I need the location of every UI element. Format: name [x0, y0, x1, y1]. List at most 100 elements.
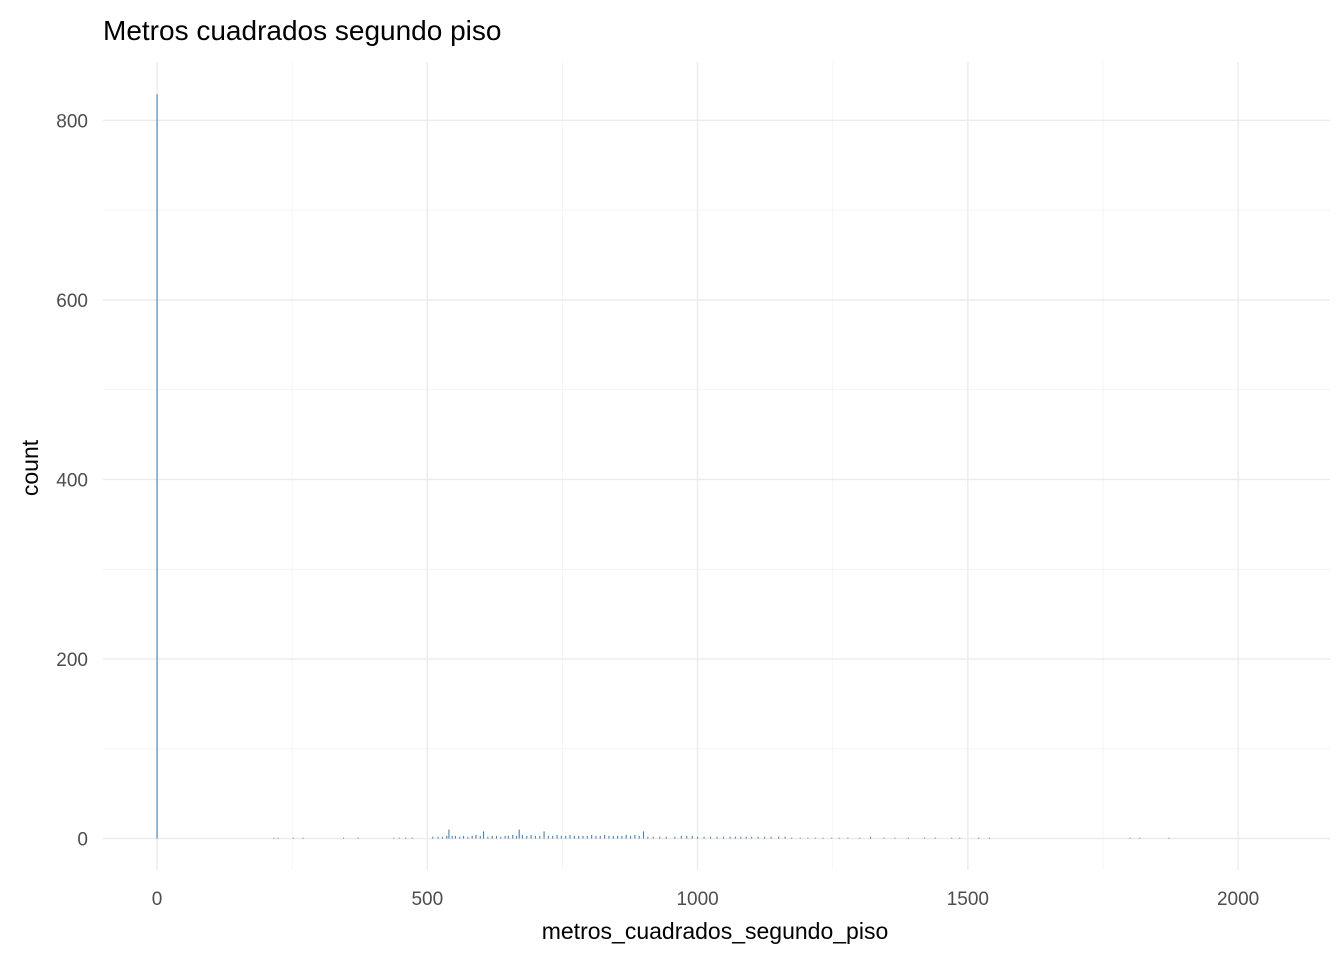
histogram-bar: [665, 836, 667, 839]
histogram-bar: [1129, 837, 1131, 839]
histogram-bar: [814, 837, 816, 839]
minor-gridlines: [103, 62, 1330, 870]
histogram-bar: [907, 837, 909, 839]
histogram-bar: [729, 836, 731, 839]
x-tick-label: 1500: [947, 889, 989, 910]
histogram-bar: [638, 835, 640, 839]
histogram-bar: [454, 835, 456, 839]
histogram-bar: [791, 837, 793, 839]
histogram-bar: [807, 837, 809, 839]
histogram-bar: [512, 834, 514, 839]
histogram-bar: [515, 835, 518, 839]
histogram-bar: [273, 837, 275, 839]
histogram-bar: [569, 834, 571, 839]
histogram-bar: [487, 836, 489, 839]
histogram-bar: [411, 837, 413, 839]
histogram-bar: [534, 835, 536, 839]
histogram-bar: [539, 835, 541, 839]
y-tick-label: 600: [56, 291, 88, 312]
x-axis-ticks: 0 500 1000 1500 2000: [152, 889, 1259, 910]
histogram-bar: [578, 835, 580, 839]
y-axis-title: count: [17, 439, 43, 496]
histogram-bar: [680, 835, 682, 839]
histogram-bar: [448, 829, 450, 839]
histogram-bar: [432, 836, 434, 839]
x-axis-title: metros_cuadrados_segundo_piso: [542, 918, 889, 944]
histogram-bar: [398, 837, 400, 839]
histogram-bar: [595, 835, 597, 839]
histogram-bar: [710, 836, 712, 839]
histogram-bar: [518, 829, 520, 839]
histogram-bar: [831, 837, 833, 839]
histogram-bar: [740, 836, 742, 839]
histogram-bar: [634, 834, 636, 839]
histogram-bar: [475, 834, 477, 839]
histogram-bar: [612, 835, 614, 839]
histogram-bar: [652, 836, 654, 839]
histogram-bar: [467, 836, 469, 839]
y-tick-label: 400: [56, 470, 88, 491]
histogram-bar: [446, 835, 448, 839]
histogram-bar: [608, 835, 610, 839]
histogram-bar: [507, 835, 509, 839]
histogram-bar: [745, 836, 747, 839]
histogram-bar: [642, 831, 645, 839]
histogram-bar: [357, 837, 359, 839]
histogram-bar: [934, 837, 936, 839]
histogram-bar: [530, 834, 532, 839]
histogram-bar: [441, 836, 444, 839]
histogram-bar: [586, 835, 588, 839]
histogram-bar: [764, 836, 766, 839]
histogram-bar: [491, 835, 493, 839]
histogram-bar: [565, 835, 567, 839]
histogram-bar: [617, 835, 619, 839]
histogram-bar: [778, 836, 780, 839]
histogram-bar: [686, 835, 688, 839]
histogram-bar: [870, 836, 872, 839]
y-tick-label: 800: [56, 111, 88, 132]
histogram-bar: [621, 835, 623, 839]
x-tick-label: 2000: [1217, 889, 1259, 910]
histogram-bar: [459, 836, 461, 839]
histogram-bar: [552, 835, 554, 839]
histogram-bar: [988, 837, 991, 839]
histogram-bar: [697, 836, 699, 839]
histogram-bar: [722, 836, 725, 839]
histogram-bar: [838, 837, 840, 839]
histogram-bar: [451, 835, 453, 839]
histogram-bar: [959, 837, 961, 839]
histogram-bar: [1139, 837, 1141, 839]
histogram-bar: [292, 837, 294, 839]
histogram-bar: [847, 837, 849, 839]
histogram-bar: [691, 835, 693, 839]
histogram-bar: [405, 837, 407, 839]
histogram-bar: [521, 834, 524, 839]
y-axis-ticks: 0 200 400 600 800: [56, 111, 88, 850]
histogram-bar: [599, 835, 601, 839]
histogram-bar: [647, 836, 649, 839]
histogram-bar: [547, 835, 549, 839]
histogram-bar: [582, 835, 584, 839]
histogram-bar: [543, 831, 545, 839]
y-tick-label: 200: [56, 650, 88, 671]
histogram-bar: [504, 835, 506, 839]
histogram-bar: [604, 834, 606, 839]
histogram-bar: [894, 837, 896, 839]
histogram-bar: [716, 836, 718, 839]
x-tick-label: 1000: [676, 889, 718, 910]
histogram-bar: [482, 831, 485, 839]
histogram-bar: [342, 837, 345, 839]
histogram-bar: [924, 837, 926, 839]
histogram-bar: [751, 836, 753, 839]
histogram-bar: [799, 837, 801, 839]
y-tick-label: 0: [77, 830, 88, 851]
histogram-bar: [757, 836, 759, 839]
histogram-bar: [471, 835, 473, 839]
histogram-bar: [393, 837, 395, 839]
chart-title: Metros cuadrados segundo piso: [103, 15, 501, 46]
histogram-bar: [560, 835, 562, 839]
histogram-bar: [156, 94, 158, 839]
histogram-bar: [437, 836, 439, 839]
histogram-bar: [591, 834, 593, 839]
